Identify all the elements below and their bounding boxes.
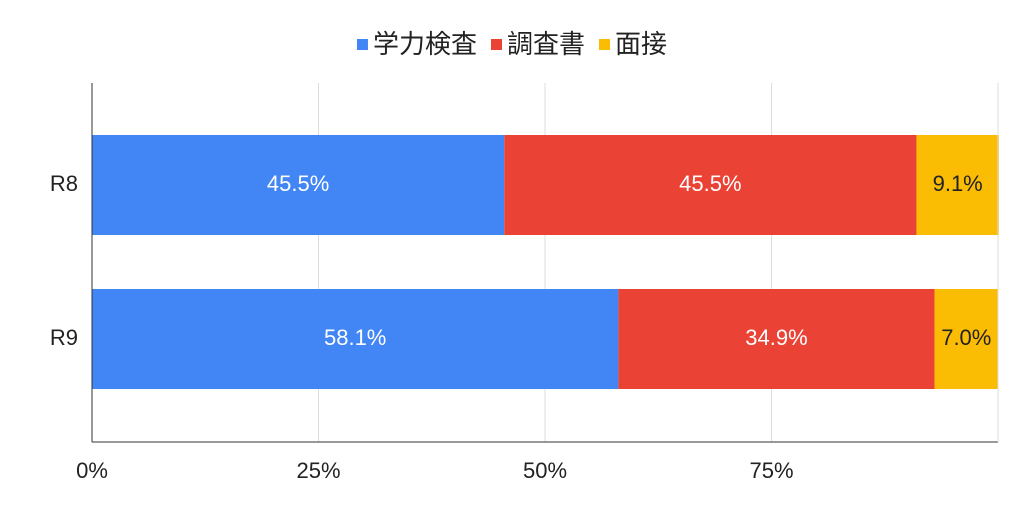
legend: 学力検査 調査書 面接: [356, 29, 667, 59]
bar-segment: [92, 289, 619, 389]
y-tick-label: R9: [50, 325, 78, 350]
x-tick-label: 50%: [523, 458, 567, 483]
legend-label: 学力検査: [373, 29, 477, 59]
value-label: 45.5%: [679, 171, 741, 196]
legend-label: 調査書: [507, 29, 585, 59]
value-label: 58.1%: [324, 325, 386, 350]
bar-segment: [618, 289, 935, 389]
x-tick-label: 0%: [76, 458, 108, 483]
bar-segment: [916, 135, 999, 235]
value-label: 45.5%: [267, 171, 329, 196]
value-label: 7.0%: [941, 325, 991, 350]
value-label: 9.1%: [933, 171, 983, 196]
bars: [92, 135, 999, 389]
x-tick-label: 25%: [296, 458, 340, 483]
legend-label: 面接: [615, 29, 667, 59]
bar-segment: [934, 289, 998, 389]
legend-swatch: [356, 39, 368, 50]
bar-segment: [92, 135, 505, 235]
bar-segment: [504, 135, 917, 235]
legend-swatch: [490, 39, 502, 50]
value-label: 34.9%: [745, 325, 807, 350]
x-tick-label: 75%: [749, 458, 793, 483]
legend-swatch: [599, 39, 611, 50]
y-tick-label: R8: [50, 171, 78, 196]
